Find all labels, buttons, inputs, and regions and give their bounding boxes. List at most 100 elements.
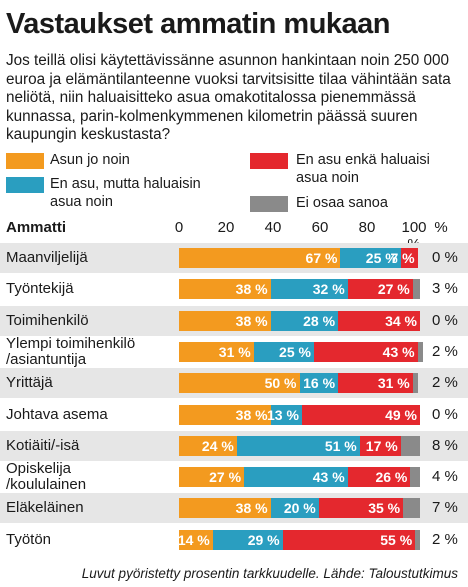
bar-segment-haluaisin <box>270 311 339 331</box>
bar-segment-en-haluaisi <box>347 467 411 487</box>
bar-value-label: 51 % <box>324 438 357 454</box>
bar-segment-asun-jo-noin <box>179 311 272 331</box>
bar-value-label: 25 % <box>279 344 311 360</box>
bar-value-label: 27 % <box>209 469 242 485</box>
eos-value-label: 0 % <box>432 249 458 266</box>
bar-value-label: 50 % <box>264 375 297 391</box>
eos-value-label: 2 % <box>432 343 458 360</box>
eos-value-label: 8 % <box>432 437 458 454</box>
bar-segment-en-haluaisi <box>400 248 419 268</box>
bar-value-label: 14 % <box>177 532 210 548</box>
category-label: Työntekijä <box>6 280 74 297</box>
bar-value-label: 34 % <box>385 313 417 329</box>
bar-value-label: 31 % <box>218 344 251 360</box>
bar-value-label: 31 % <box>377 375 410 391</box>
bar-segment-haluaisin <box>270 279 349 299</box>
bar-value-label: 43 % <box>382 344 415 360</box>
bar-segment-haluaisin <box>270 498 320 518</box>
tick-label-20: 20 <box>217 219 235 236</box>
source-note: Luvut pyöristetty prosentin tarkkuudelle… <box>81 566 458 581</box>
legend-label-ei-osaa-sanoa: Ei osaa sanoa <box>296 195 388 211</box>
survey-question: Jos teillä olisi käytettävissänne asunno… <box>6 52 451 143</box>
bar-value-label: 7 % <box>390 250 415 266</box>
category-label: Kotiäiti/-isä <box>6 437 80 454</box>
bar-value-label: 28 % <box>303 313 336 329</box>
eos-value-label: 2 % <box>432 374 458 391</box>
tick-label-40: 40 <box>264 219 282 236</box>
bar-segment-en-haluaisi <box>301 405 421 425</box>
bar-value-label: 38 % <box>235 313 268 329</box>
bar-segment-ei-osaa-sanoa <box>403 498 421 518</box>
bar-value-label: 16 % <box>303 375 336 391</box>
bar-value-label: 67 % <box>305 250 338 266</box>
bar-segment-haluaisin <box>253 342 315 362</box>
category-label: Eläkeläinen <box>6 499 84 516</box>
bar-segment-asun-jo-noin <box>179 373 300 393</box>
bar-value-label: 32 % <box>312 281 345 297</box>
eos-header: % <box>434 219 448 236</box>
eos-value-label: 3 % <box>432 280 458 297</box>
bar-value-label: 38 % <box>235 500 268 516</box>
bar-segment-asun-jo-noin <box>179 248 341 268</box>
category-header: Ammatti <box>6 219 67 236</box>
eos-value-label: 0 % <box>432 312 458 329</box>
bar-value-label: 38 % <box>235 407 268 423</box>
bar-segment-asun-jo-noin <box>179 279 272 299</box>
category-label: Opiskelija/koululainen <box>6 460 87 493</box>
category-label: Johtava asema <box>6 406 108 423</box>
bar-segment-en-haluaisi <box>359 436 402 456</box>
tick-label-80: 80 <box>358 219 376 236</box>
bar-segment-en-haluaisi <box>338 311 421 331</box>
legend-label-asun-jo-noin: Asun jo noin <box>50 152 130 168</box>
bar-segment-ei-osaa-sanoa <box>417 342 423 362</box>
legend-label-haluaisin: En asu, mutta haluaisin asua noin <box>50 176 201 210</box>
bar-segment-haluaisin <box>244 467 349 487</box>
bar-segment-ei-osaa-sanoa <box>415 530 421 550</box>
bar-segment-ei-osaa-sanoa <box>412 373 419 393</box>
chart-title: Vastaukset ammatin mukaan <box>6 8 391 40</box>
legend-label-en-haluaisi: En asu enkä haluaisi asua noin <box>296 152 430 186</box>
bar-value-label: 29 % <box>247 532 280 548</box>
bar-value-label: 25 % <box>365 250 398 266</box>
tick-label-60: 60 <box>311 219 329 236</box>
bar-value-label: 26 % <box>375 469 408 485</box>
bar-value-label: 24 % <box>201 438 234 454</box>
category-label: Maanviljelijä <box>6 249 88 266</box>
bar-segment-haluaisin <box>236 436 361 456</box>
bar-segment-asun-jo-noin <box>179 405 272 425</box>
bar-segment-asun-jo-noin <box>179 498 272 518</box>
bar-segment-haluaisin <box>270 405 303 425</box>
bar-value-label: 13 % <box>266 407 299 423</box>
bar-segment-en-haluaisi <box>338 373 414 393</box>
bar-segment-asun-jo-noin <box>179 467 245 487</box>
bar-segment-haluaisin <box>212 530 284 550</box>
bar-value-label: 27 % <box>377 281 410 297</box>
legend-swatch-ei-osaa-sanoa <box>250 196 288 212</box>
legend-swatch-en-haluaisi <box>250 153 288 169</box>
bar-segment-en-haluaisi <box>282 530 416 550</box>
eos-value-label: 7 % <box>432 499 458 516</box>
bar-segment-haluaisin <box>299 373 339 393</box>
eos-value-label: 2 % <box>432 531 458 548</box>
category-label: Ylempi toimihenkilö/asiantuntija <box>6 335 136 368</box>
bar-segment-ei-osaa-sanoa <box>400 436 421 456</box>
tick-label-0: 0 <box>174 219 184 236</box>
bar-value-label: 38 % <box>235 281 268 297</box>
bar-segment-asun-jo-noin <box>179 342 255 362</box>
legend-swatch-haluaisin <box>6 177 44 193</box>
category-label: Työtön <box>6 531 52 548</box>
bar-value-label: 55 % <box>380 532 413 548</box>
eos-value-label: 0 % <box>432 406 458 423</box>
bar-value-label: 49 % <box>385 407 417 423</box>
bar-segment-ei-osaa-sanoa <box>410 467 421 487</box>
bar-segment-asun-jo-noin <box>179 436 238 456</box>
bar-value-label: 43 % <box>312 469 345 485</box>
bar-value-label: 17 % <box>365 438 398 454</box>
bar-value-label: 35 % <box>368 500 401 516</box>
bar-segment-en-haluaisi <box>318 498 404 518</box>
bar-segment-en-haluaisi <box>313 342 419 362</box>
eos-value-label: 4 % <box>432 468 458 485</box>
bar-segment-en-haluaisi <box>347 279 414 299</box>
bar-segment-haluaisin <box>340 248 402 268</box>
category-label: Yrittäjä <box>6 374 53 391</box>
